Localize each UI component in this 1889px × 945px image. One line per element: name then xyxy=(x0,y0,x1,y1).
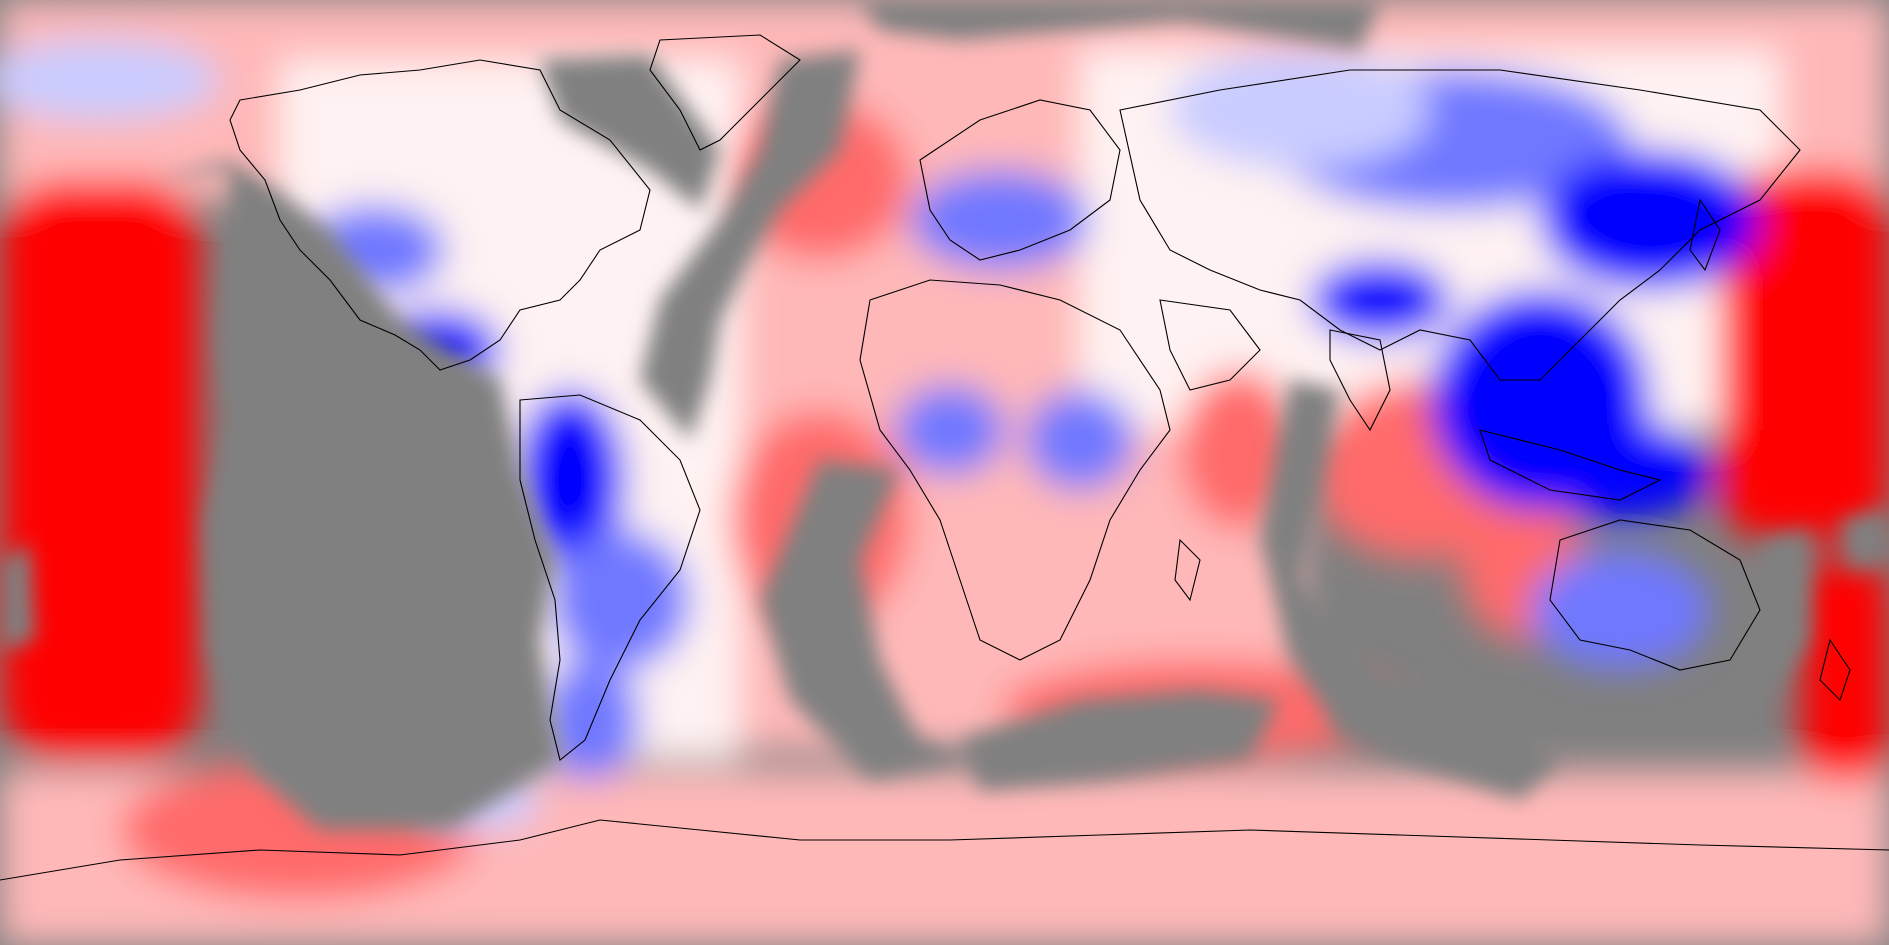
no-data-southern-ocean xyxy=(960,690,1280,790)
europe-cool xyxy=(910,170,1090,270)
coast-greenland xyxy=(649,34,801,151)
coast-australia xyxy=(1549,519,1761,671)
no-data-greenland xyxy=(540,55,720,210)
coast-africa xyxy=(859,279,1171,661)
patagonia-cool xyxy=(540,660,640,780)
no-data-sw-pacific xyxy=(1740,530,1810,700)
no-data-mid-atlantic xyxy=(640,50,860,440)
coast-new-zealand xyxy=(1819,638,1851,702)
pacific-east-hot xyxy=(1720,170,1889,540)
coast-south-america xyxy=(519,394,701,761)
coast-madagascar xyxy=(1174,538,1201,602)
coast-japan xyxy=(1689,198,1721,272)
pacific-west-hot xyxy=(0,180,200,760)
no-data-east-edge xyxy=(1840,510,1889,570)
no-data-mask xyxy=(0,0,1889,830)
coast-indonesia xyxy=(1479,429,1662,501)
coast-india xyxy=(1329,329,1391,432)
no-data-indian-ocean xyxy=(1260,380,1560,800)
coast-europe xyxy=(919,99,1121,261)
no-data-west-pacific xyxy=(0,545,35,650)
coast-north-america xyxy=(229,59,651,371)
e-asia-cold xyxy=(1540,150,1760,290)
tasman-hot xyxy=(1800,560,1889,780)
w-africa-cool xyxy=(895,385,1005,475)
arctic-cool xyxy=(0,40,220,120)
no-data-central-pacific xyxy=(150,160,560,830)
e-africa-cool xyxy=(1025,390,1135,490)
coast-arabia xyxy=(1159,299,1261,391)
s-america-cool xyxy=(550,530,690,670)
himalaya-cold xyxy=(1310,260,1450,340)
siberia-cool xyxy=(1170,50,1430,170)
coastlines xyxy=(0,34,1889,881)
coast-asia xyxy=(1119,69,1801,381)
australia-cool xyxy=(1530,550,1710,670)
amazon-cold xyxy=(515,390,625,570)
coast-antarctica xyxy=(0,819,1889,881)
no-data-south-atlantic xyxy=(760,460,980,780)
no-data-n-atlantic-top xyxy=(860,0,1380,50)
